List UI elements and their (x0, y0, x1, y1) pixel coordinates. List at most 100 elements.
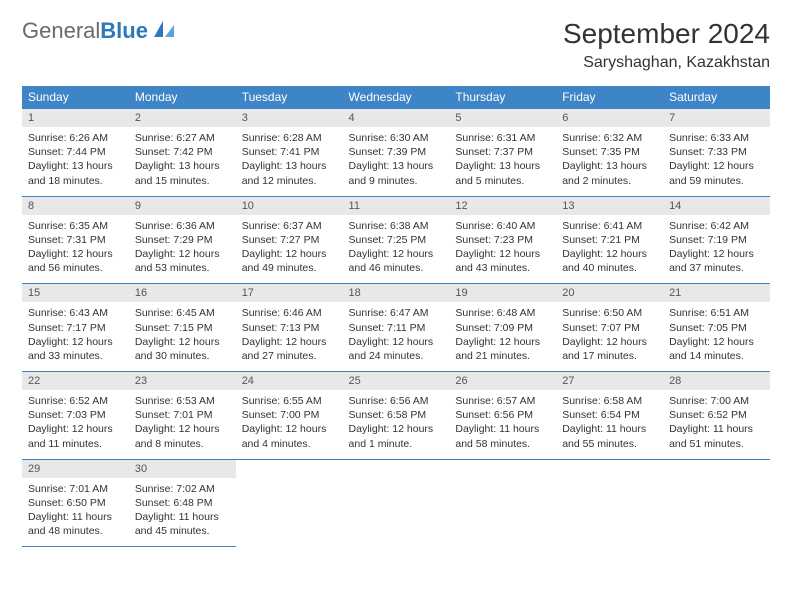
sunrise-line: Sunrise: 7:01 AM (28, 482, 123, 496)
logo: GeneralBlue (22, 18, 176, 44)
sunrise-line: Sunrise: 6:42 AM (669, 219, 764, 233)
calendar-table: SundayMondayTuesdayWednesdayThursdayFrid… (22, 86, 770, 547)
logo-text-general: General (22, 18, 100, 43)
day-info: Sunrise: 6:57 AMSunset: 6:56 PMDaylight:… (449, 390, 556, 459)
sunrise-line: Sunrise: 6:28 AM (242, 131, 337, 145)
sunset-line: Sunset: 6:50 PM (28, 496, 123, 510)
day-number: 13 (556, 196, 663, 215)
day-number: 17 (236, 284, 343, 303)
day-number: 21 (663, 284, 770, 303)
day-of-week-header: Friday (556, 86, 663, 109)
sunrise-line: Sunrise: 6:35 AM (28, 219, 123, 233)
sunrise-line: Sunrise: 6:55 AM (242, 394, 337, 408)
sunrise-line: Sunrise: 6:43 AM (28, 306, 123, 320)
sunrise-line: Sunrise: 6:32 AM (562, 131, 657, 145)
daylight-line: Daylight: 12 hours and 1 minute. (349, 422, 444, 450)
day-number: 24 (236, 372, 343, 391)
sunset-line: Sunset: 7:44 PM (28, 145, 123, 159)
daylight-line: Daylight: 13 hours and 2 minutes. (562, 159, 657, 187)
day-info: Sunrise: 6:46 AMSunset: 7:13 PMDaylight:… (236, 302, 343, 371)
sunrise-line: Sunrise: 6:53 AM (135, 394, 230, 408)
day-info-row: Sunrise: 7:01 AMSunset: 6:50 PMDaylight:… (22, 478, 770, 547)
daylight-line: Daylight: 12 hours and 14 minutes. (669, 335, 764, 363)
sunset-line: Sunset: 7:23 PM (455, 233, 550, 247)
sunset-line: Sunset: 6:52 PM (669, 408, 764, 422)
sunrise-line: Sunrise: 6:30 AM (349, 131, 444, 145)
daylight-line: Daylight: 12 hours and 30 minutes. (135, 335, 230, 363)
day-of-week-header: Monday (129, 86, 236, 109)
day-number: 6 (556, 109, 663, 128)
day-of-week-header: Wednesday (343, 86, 450, 109)
day-info-row: Sunrise: 6:35 AMSunset: 7:31 PMDaylight:… (22, 215, 770, 284)
sunset-line: Sunset: 7:39 PM (349, 145, 444, 159)
sunrise-line: Sunrise: 6:31 AM (455, 131, 550, 145)
sunset-line: Sunset: 7:21 PM (562, 233, 657, 247)
sunset-line: Sunset: 7:13 PM (242, 321, 337, 335)
day-info: Sunrise: 6:36 AMSunset: 7:29 PMDaylight:… (129, 215, 236, 284)
day-number: 2 (129, 109, 236, 128)
sunrise-line: Sunrise: 6:45 AM (135, 306, 230, 320)
sunrise-line: Sunrise: 6:36 AM (135, 219, 230, 233)
day-info: Sunrise: 7:01 AMSunset: 6:50 PMDaylight:… (22, 478, 129, 547)
month-title: September 2024 (563, 18, 770, 50)
sunset-line: Sunset: 7:27 PM (242, 233, 337, 247)
day-number: 5 (449, 109, 556, 128)
sunrise-line: Sunrise: 6:38 AM (349, 219, 444, 233)
day-of-week-header: Saturday (663, 86, 770, 109)
day-number: 4 (343, 109, 450, 128)
day-number: 10 (236, 196, 343, 215)
daylight-line: Daylight: 12 hours and 21 minutes. (455, 335, 550, 363)
daylight-line: Daylight: 12 hours and 37 minutes. (669, 247, 764, 275)
sunset-line: Sunset: 7:17 PM (28, 321, 123, 335)
sunset-line: Sunset: 7:11 PM (349, 321, 444, 335)
day-number: 29 (22, 459, 129, 478)
sunrise-line: Sunrise: 6:46 AM (242, 306, 337, 320)
sunrise-line: Sunrise: 6:33 AM (669, 131, 764, 145)
day-info: Sunrise: 6:48 AMSunset: 7:09 PMDaylight:… (449, 302, 556, 371)
daylight-line: Daylight: 12 hours and 24 minutes. (349, 335, 444, 363)
sunset-line: Sunset: 6:56 PM (455, 408, 550, 422)
sunset-line: Sunset: 6:58 PM (349, 408, 444, 422)
daylight-line: Daylight: 12 hours and 11 minutes. (28, 422, 123, 450)
day-info: Sunrise: 7:02 AMSunset: 6:48 PMDaylight:… (129, 478, 236, 547)
day-of-week-header: Thursday (449, 86, 556, 109)
sunset-line: Sunset: 7:03 PM (28, 408, 123, 422)
empty-cell (343, 459, 450, 478)
title-block: September 2024 Saryshaghan, Kazakhstan (563, 18, 770, 72)
sunrise-line: Sunrise: 7:02 AM (135, 482, 230, 496)
day-info: Sunrise: 6:55 AMSunset: 7:00 PMDaylight:… (236, 390, 343, 459)
day-info: Sunrise: 6:56 AMSunset: 6:58 PMDaylight:… (343, 390, 450, 459)
day-number-row: 15161718192021 (22, 284, 770, 303)
sunrise-line: Sunrise: 6:52 AM (28, 394, 123, 408)
daylight-line: Daylight: 13 hours and 9 minutes. (349, 159, 444, 187)
daylight-line: Daylight: 12 hours and 43 minutes. (455, 247, 550, 275)
day-number-row: 2930 (22, 459, 770, 478)
day-of-week-header: Tuesday (236, 86, 343, 109)
day-info: Sunrise: 6:30 AMSunset: 7:39 PMDaylight:… (343, 127, 450, 196)
day-info: Sunrise: 6:40 AMSunset: 7:23 PMDaylight:… (449, 215, 556, 284)
sunrise-line: Sunrise: 7:00 AM (669, 394, 764, 408)
day-number-row: 1234567 (22, 109, 770, 128)
sunrise-line: Sunrise: 6:50 AM (562, 306, 657, 320)
day-number: 28 (663, 372, 770, 391)
sunset-line: Sunset: 7:05 PM (669, 321, 764, 335)
sunrise-line: Sunrise: 6:57 AM (455, 394, 550, 408)
day-of-week-header: Sunday (22, 86, 129, 109)
logo-sail-icon (154, 21, 176, 42)
daylight-line: Daylight: 12 hours and 8 minutes. (135, 422, 230, 450)
empty-cell (556, 459, 663, 478)
day-info: Sunrise: 6:37 AMSunset: 7:27 PMDaylight:… (236, 215, 343, 284)
daylight-line: Daylight: 12 hours and 56 minutes. (28, 247, 123, 275)
daylight-line: Daylight: 12 hours and 27 minutes. (242, 335, 337, 363)
day-info: Sunrise: 6:33 AMSunset: 7:33 PMDaylight:… (663, 127, 770, 196)
day-number: 8 (22, 196, 129, 215)
day-info: Sunrise: 6:43 AMSunset: 7:17 PMDaylight:… (22, 302, 129, 371)
day-number-row: 22232425262728 (22, 372, 770, 391)
day-info: Sunrise: 6:41 AMSunset: 7:21 PMDaylight:… (556, 215, 663, 284)
sunset-line: Sunset: 7:25 PM (349, 233, 444, 247)
sunset-line: Sunset: 7:19 PM (669, 233, 764, 247)
sunrise-line: Sunrise: 6:58 AM (562, 394, 657, 408)
sunrise-line: Sunrise: 6:41 AM (562, 219, 657, 233)
day-info: Sunrise: 6:52 AMSunset: 7:03 PMDaylight:… (22, 390, 129, 459)
sunset-line: Sunset: 7:42 PM (135, 145, 230, 159)
